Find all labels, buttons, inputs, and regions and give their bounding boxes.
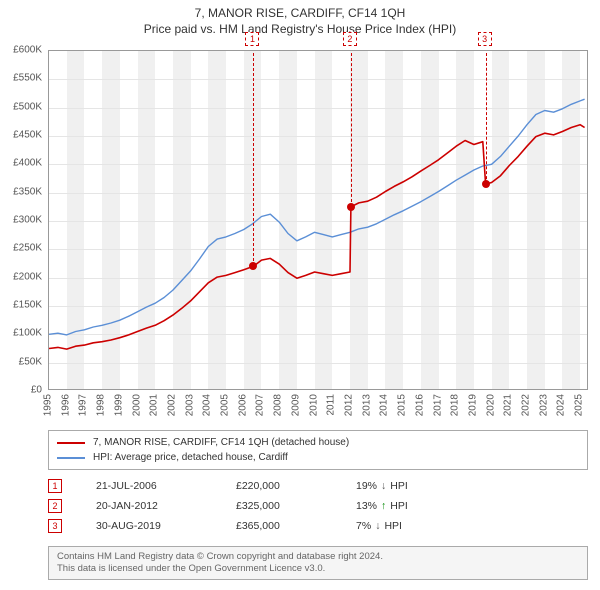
x-axis-label: 1999 (113, 394, 124, 416)
x-axis-label: 2012 (343, 394, 354, 416)
y-axis-label: £100K (0, 328, 42, 339)
y-axis-label: £450K (0, 130, 42, 141)
transaction-diff: 19% ↓ HPI (356, 480, 408, 492)
marker-callout-box: 2 (343, 32, 357, 46)
x-axis-label: 2018 (450, 394, 461, 416)
x-axis-label: 1995 (43, 394, 54, 416)
transaction-date: 30-AUG-2019 (96, 520, 236, 532)
legend-row: 7, MANOR RISE, CARDIFF, CF14 1QH (detach… (57, 435, 579, 450)
x-axis-label: 2016 (414, 394, 425, 416)
transaction-row: 2 20-JAN-2012£325,00013% ↑ HPI (48, 496, 588, 516)
transaction-marker-box: 3 (48, 519, 62, 533)
marker-callout-box: 3 (478, 32, 492, 46)
footer-line1: Contains HM Land Registry data © Crown c… (57, 551, 579, 563)
marker-guideline (253, 53, 254, 266)
x-axis-label: 2007 (255, 394, 266, 416)
diff-suffix: HPI (384, 520, 402, 532)
x-axis-label: 1996 (60, 394, 71, 416)
x-axis-label: 2003 (184, 394, 195, 416)
transaction-marker-box: 2 (48, 499, 62, 513)
page-root: 7, MANOR RISE, CARDIFF, CF14 1QH Price p… (0, 0, 600, 590)
diff-percent: 13% (356, 500, 377, 512)
transaction-diff: 13% ↑ HPI (356, 500, 408, 512)
marker-dot (249, 262, 257, 270)
x-axis-label: 2013 (361, 394, 372, 416)
x-axis-label: 2025 (574, 394, 585, 416)
x-axis-label: 2011 (326, 394, 337, 416)
x-axis-label: 2022 (521, 394, 532, 416)
transaction-row: 1 21-JUL-2006£220,00019% ↓ HPI (48, 476, 588, 496)
arrow-down-icon: ↓ (381, 480, 386, 492)
arrow-up-icon: ↑ (381, 500, 386, 512)
transaction-price: £365,000 (236, 520, 356, 532)
x-axis-label: 2017 (432, 394, 443, 416)
legend-swatch (57, 442, 85, 444)
x-axis-label: 2009 (290, 394, 301, 416)
legend-box: 7, MANOR RISE, CARDIFF, CF14 1QH (detach… (48, 430, 588, 470)
y-axis-label: £350K (0, 186, 42, 197)
legend-label: HPI: Average price, detached house, Card… (93, 452, 288, 463)
y-axis-label: £400K (0, 158, 42, 169)
transaction-price: £220,000 (236, 480, 356, 492)
transaction-date: 20-JAN-2012 (96, 500, 236, 512)
legend-row: HPI: Average price, detached house, Card… (57, 450, 579, 465)
chart-area: £0£50K£100K£150K£200K£250K£300K£350K£400… (48, 50, 588, 390)
x-axis-label: 1998 (96, 394, 107, 416)
x-axis-label: 2000 (131, 394, 142, 416)
x-axis-label: 2019 (467, 394, 478, 416)
transaction-row: 3 30-AUG-2019£365,0007% ↓ HPI (48, 516, 588, 536)
y-axis-label: £550K (0, 73, 42, 84)
y-axis-label: £500K (0, 101, 42, 112)
y-axis-label: £0 (0, 385, 42, 396)
legend-swatch (57, 457, 85, 459)
diff-suffix: HPI (390, 480, 408, 492)
y-axis-label: £300K (0, 215, 42, 226)
series-svg (49, 51, 588, 390)
chart-subtitle: Price paid vs. HM Land Registry's House … (0, 20, 600, 42)
x-axis-label: 2014 (379, 394, 390, 416)
x-axis-label: 2001 (149, 394, 160, 416)
x-axis-label: 2024 (556, 394, 567, 416)
y-axis-label: £250K (0, 243, 42, 254)
arrow-down-icon: ↓ (375, 520, 380, 532)
attribution-footer: Contains HM Land Registry data © Crown c… (48, 546, 588, 580)
x-axis-label: 2021 (503, 394, 514, 416)
y-axis-label: £150K (0, 300, 42, 311)
diff-percent: 7% (356, 520, 371, 532)
marker-callout-box: 1 (245, 32, 259, 46)
plot-region (48, 50, 588, 390)
marker-guideline (351, 53, 352, 207)
chart-title: 7, MANOR RISE, CARDIFF, CF14 1QH (0, 0, 600, 20)
transactions-table: 1 21-JUL-2006£220,00019% ↓ HPI 2 20-JAN-2012£… (48, 476, 588, 536)
marker-dot (482, 180, 490, 188)
diff-suffix: HPI (390, 500, 408, 512)
y-axis-label: £50K (0, 356, 42, 367)
transaction-diff: 7% ↓ HPI (356, 520, 402, 532)
legend-label: 7, MANOR RISE, CARDIFF, CF14 1QH (detach… (93, 437, 349, 448)
transaction-marker-box: 1 (48, 479, 62, 493)
transaction-date: 21-JUL-2006 (96, 480, 236, 492)
footer-line2: This data is licensed under the Open Gov… (57, 563, 579, 575)
x-axis-label: 2015 (397, 394, 408, 416)
x-axis-label: 1997 (78, 394, 89, 416)
marker-guideline (486, 53, 487, 184)
transaction-price: £325,000 (236, 500, 356, 512)
x-axis-label: 2020 (485, 394, 496, 416)
x-axis-label: 2005 (220, 394, 231, 416)
y-axis-label: £200K (0, 271, 42, 282)
series-line (49, 99, 585, 335)
y-axis-label: £600K (0, 45, 42, 56)
x-axis-label: 2002 (166, 394, 177, 416)
x-axis-label: 2004 (202, 394, 213, 416)
marker-dot (347, 203, 355, 211)
x-axis-label: 2008 (273, 394, 284, 416)
diff-percent: 19% (356, 480, 377, 492)
x-axis-label: 2023 (538, 394, 549, 416)
x-axis-label: 2006 (237, 394, 248, 416)
x-axis-label: 2010 (308, 394, 319, 416)
